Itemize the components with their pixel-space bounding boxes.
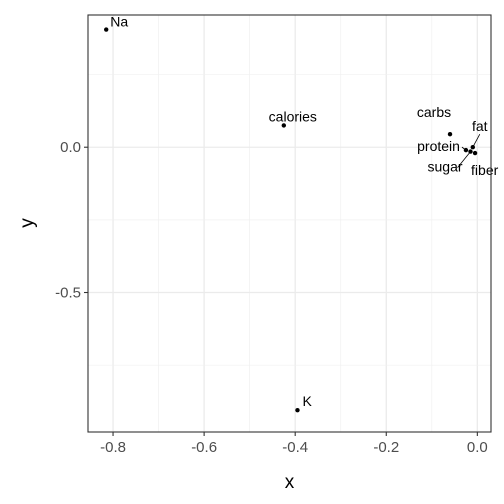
data-point bbox=[470, 145, 475, 150]
data-point bbox=[447, 131, 453, 137]
data-point-label: K bbox=[302, 393, 312, 409]
y-tick-label: -0.5 bbox=[55, 285, 81, 302]
y-tick-labels: -0.5 0.0 bbox=[55, 139, 81, 301]
label-leader-line bbox=[457, 151, 471, 168]
x-tick-labels: -0.8 -0.6 -0.4 -0.2 0.0 bbox=[100, 439, 488, 456]
data-point bbox=[281, 123, 287, 128]
points bbox=[104, 27, 478, 413]
y-tick-label: 0.0 bbox=[60, 139, 81, 156]
x-tick-label: 0.0 bbox=[467, 439, 488, 456]
data-point-label: fiber bbox=[471, 162, 499, 178]
x-axis-title: x bbox=[285, 472, 295, 493]
data-point-label: Na bbox=[110, 14, 128, 30]
panel-border bbox=[87, 14, 492, 433]
label-leader-line bbox=[461, 146, 467, 151]
data-point-label: fat bbox=[472, 118, 488, 134]
data-point bbox=[472, 150, 478, 156]
data-point bbox=[104, 27, 109, 32]
data-point-label: carbs bbox=[417, 104, 451, 120]
data-point-label: sugar bbox=[428, 159, 463, 175]
data-point-label: calories bbox=[269, 108, 317, 124]
data-point bbox=[295, 408, 300, 413]
grid bbox=[88, 15, 491, 432]
data-point-label: protein bbox=[417, 138, 460, 154]
x-tick-label: -0.6 bbox=[191, 439, 217, 456]
point-labels: Na calories carbs fat protein sugar fiber K bbox=[110, 14, 498, 410]
panel-background bbox=[88, 15, 491, 432]
x-tick-label: -0.4 bbox=[282, 439, 308, 456]
x-tick-label: -0.8 bbox=[100, 439, 126, 456]
label-leader-line bbox=[472, 134, 481, 148]
axis-ticks bbox=[84, 146, 478, 436]
x-tick-label: -0.2 bbox=[373, 439, 399, 456]
y-axis-title: y bbox=[17, 218, 38, 228]
